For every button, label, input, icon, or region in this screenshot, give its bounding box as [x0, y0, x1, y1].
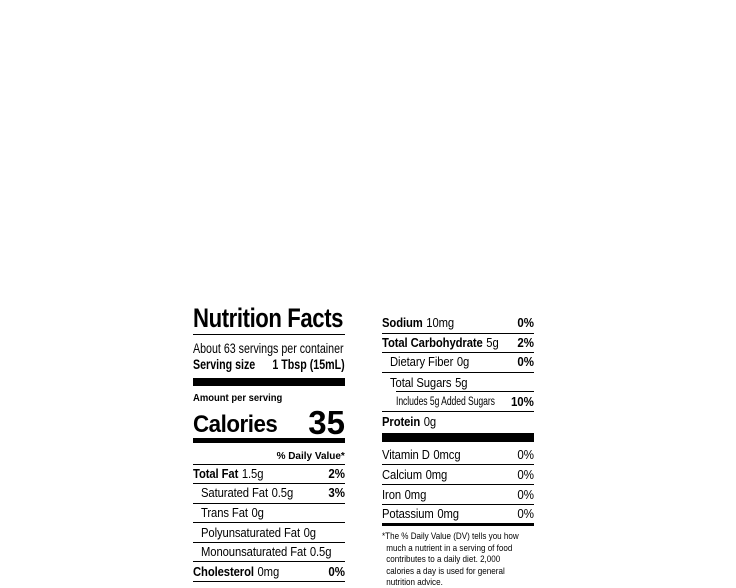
nutrient-amount: 0g: [456, 355, 470, 370]
footnote-line: *The % Daily Value (DV) tells you how: [382, 530, 519, 542]
nutrient-row-calcium: Calcium 0mg 0%: [382, 465, 535, 486]
nutrient-row-total-carbohydrate: Total Carbohydrate 5g 2%: [382, 334, 534, 354]
daily-value-percent: 0%: [517, 355, 535, 370]
nutrient-amount: 0.5g: [309, 545, 332, 560]
nutrient-name: Total Fat: [193, 466, 239, 481]
daily-value-percent: 0%: [517, 467, 535, 482]
amount-per-serving-label: Amount per serving: [193, 393, 345, 404]
footnote-line: much a nutrient in a serving of food: [386, 542, 513, 554]
nutrient-row-dietary-fiber: Dietary Fiber 0g 0%: [382, 353, 534, 373]
nutrient-amount: 0mg: [437, 506, 459, 521]
serving-size-label: Serving size: [193, 357, 256, 372]
nutrient-name: Total Carbohydrate: [382, 335, 483, 350]
nutrient-name: Iron: [382, 487, 402, 502]
nutrient-name: Includes 5g Added Sugars: [396, 395, 495, 408]
nutrient-name: Saturated Fat: [201, 486, 269, 501]
daily-value-percent: 0%: [517, 316, 535, 331]
daily-value-header: % Daily Value*: [193, 443, 345, 465]
nutrient-amount: 5g: [486, 335, 499, 350]
right-column: Sodium 10mg 0% Total Carbohydrate 5g 2% Di…: [382, 304, 534, 588]
footnote-line: contributes to a daily diet. 2,000: [386, 554, 501, 566]
nutrient-row-saturated-fat: Saturated Fat 0.5g 3%: [193, 484, 345, 504]
nutrient-row-added-sugars: Includes 5g Added Sugars 10%: [382, 392, 534, 412]
daily-value-percent: 10%: [511, 394, 534, 409]
nutrient-row-vitamin-d: Vitamin D 0mcg 0%: [382, 446, 534, 466]
footnote-line: nutrition advice.: [386, 577, 443, 588]
calories-value: 35: [308, 404, 345, 441]
nutrient-amount: 10mg: [426, 316, 455, 331]
nutrient-row-cholesterol: Cholesterol 0mg 0%: [193, 562, 346, 583]
servings-per-container-text: About 63 servings per container: [193, 341, 344, 356]
nutrient-name: Vitamin D: [382, 447, 430, 462]
nutrient-amount: 0g: [423, 414, 437, 429]
nutrient-row-sodium: Sodium 10mg 0%: [382, 314, 534, 334]
nutrient-amount: 0mcg: [433, 447, 461, 462]
title-text: Nutrition Facts: [193, 303, 344, 333]
nutrition-facts-label: Nutrition Facts About 63 servings per co…: [193, 304, 534, 588]
serving-size-row: Serving size 1 Tbsp (15mL): [193, 357, 345, 373]
daily-value-percent: 0%: [517, 487, 535, 502]
nutrient-row-monounsaturated-fat: Monounsaturated Fat 0.5g: [193, 543, 345, 563]
left-column: Nutrition Facts About 63 servings per co…: [193, 304, 346, 583]
nutrient-name: Calcium: [382, 467, 423, 482]
nutrient-row-total-sugars: Total Sugars 5g: [382, 373, 534, 393]
footnote-line: calories a day is used for general: [386, 565, 505, 577]
nutrient-amount: 0g: [303, 525, 316, 540]
daily-value-percent: 0%: [517, 447, 535, 462]
nutrient-row-trans-fat: Trans Fat 0g: [193, 504, 345, 524]
nutrient-amount: 0g: [251, 505, 264, 520]
medium-separator: [193, 438, 345, 443]
servings-per-container: About 63 servings per container: [193, 341, 345, 357]
nutrient-row-protein: Protein 0g: [382, 412, 534, 432]
nutrient-row-total-fat: Total Fat 1.5g 2%: [193, 465, 345, 485]
daily-value-percent: 0%: [328, 564, 346, 579]
daily-value-percent: 2%: [517, 335, 535, 350]
daily-value-header-text: % Daily Value*: [276, 450, 345, 462]
daily-value-percent: 0%: [517, 506, 535, 521]
nutrient-name: Total Sugars: [390, 375, 452, 390]
nutrient-name: Protein: [382, 414, 421, 429]
nutrient-amount: 1.5g: [241, 466, 264, 481]
nutrient-amount: 0mg: [425, 467, 448, 482]
nutrient-row-iron: Iron 0mg 0%: [382, 485, 534, 505]
nutrient-name: Monounsaturated Fat: [201, 545, 307, 560]
thick-separator: [193, 378, 345, 386]
calories-row: Calories 35: [193, 404, 345, 441]
nutrient-name: Sodium: [382, 316, 423, 331]
nutrient-name: Dietary Fiber: [390, 355, 454, 370]
nutrient-amount: 0mg: [257, 564, 280, 579]
nutrient-row-polyunsaturated-fat: Polyunsaturated Fat 0g: [193, 523, 345, 543]
calories-label: Calories: [193, 411, 278, 438]
page-title: Nutrition Facts: [193, 304, 345, 335]
nutrient-name: Polyunsaturated Fat: [201, 525, 300, 540]
nutrient-amount: 0mg: [404, 487, 427, 502]
nutrient-name: Trans Fat: [201, 505, 248, 520]
serving-size-value: 1 Tbsp (15mL): [272, 357, 345, 372]
daily-value-percent: 2%: [328, 466, 346, 481]
thick-separator: [382, 432, 534, 442]
nutrient-name: Potassium: [382, 506, 434, 521]
footnote: *The % Daily Value (DV) tells you how mu…: [382, 531, 532, 588]
nutrient-name: Cholesterol: [193, 564, 254, 579]
amount-per-serving-text: Amount per serving: [193, 392, 283, 404]
medium-separator: [382, 522, 534, 526]
nutrient-amount: 5g: [455, 375, 468, 390]
nutrient-row-potassium: Potassium 0mg 0%: [382, 505, 534, 523]
daily-value-percent: 3%: [328, 486, 346, 501]
nutrient-amount: 0.5g: [271, 486, 294, 501]
